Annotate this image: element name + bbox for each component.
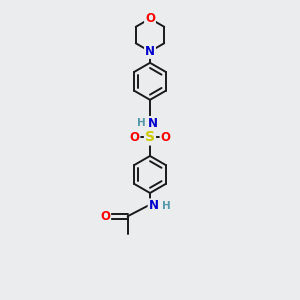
Text: N: N [148,117,158,130]
Text: S: S [145,130,155,145]
Text: N: N [145,45,155,58]
Text: O: O [145,12,155,25]
Text: O: O [130,131,140,144]
Text: O: O [160,131,170,144]
Text: O: O [100,210,110,223]
Text: N: N [148,199,159,212]
Text: H: H [137,118,146,128]
Text: H: H [162,201,171,211]
